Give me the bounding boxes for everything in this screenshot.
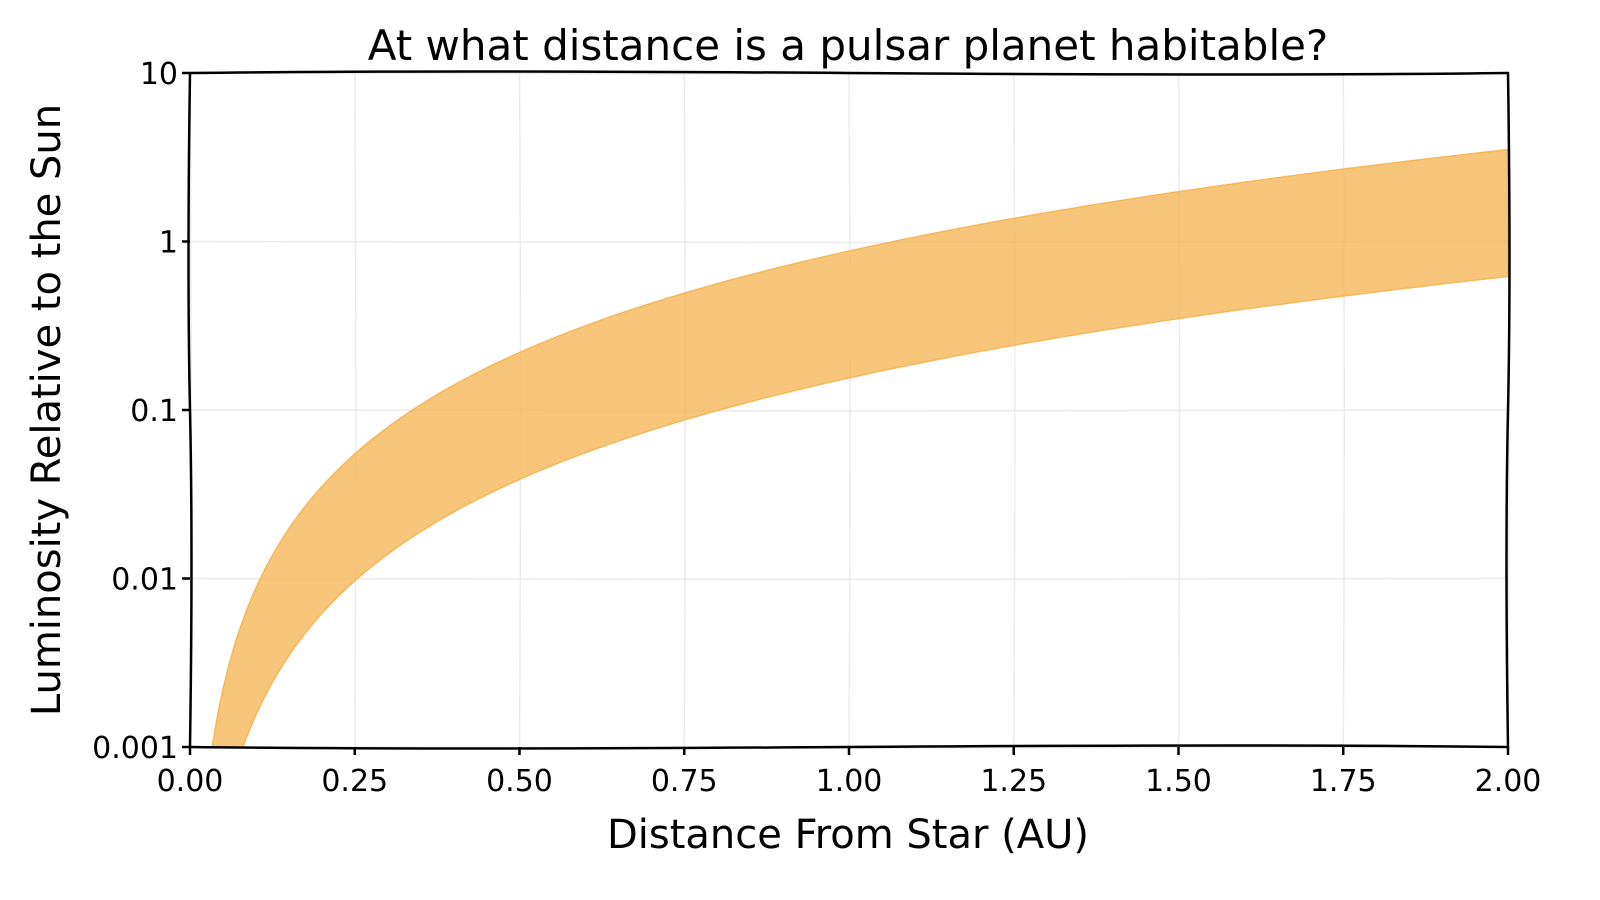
y-axis-ticks: 0.001 0.01 0.1 1 10 — [92, 57, 190, 766]
x-tick-label-1: 0.25 — [321, 764, 388, 799]
frame-top — [188, 70, 1510, 76]
x-tick-label-6: 1.50 — [1145, 764, 1212, 799]
x-axis-ticks: 0.00 0.25 0.50 0.75 1.00 1.25 1.50 1.75 2.00 — [157, 747, 1542, 799]
grid-line-y-1 — [189, 577, 1509, 581]
x-tick-label-7: 1.75 — [1310, 764, 1377, 799]
x-tick-label-4: 1.00 — [816, 764, 883, 799]
x-tick-label-2: 0.50 — [486, 764, 553, 799]
x-tick-label-3: 0.75 — [651, 764, 718, 799]
habitable-band-layer — [211, 148, 1509, 748]
frame-right — [1505, 71, 1511, 749]
x-tick-label-5: 1.25 — [980, 764, 1047, 799]
habitable-band-0 — [211, 148, 1509, 748]
y-tick-label-4: 10 — [140, 57, 178, 92]
y-tick-label-1: 0.01 — [111, 563, 178, 598]
grid-line-x-4 — [848, 72, 851, 748]
y-tick-label-3: 1 — [159, 226, 178, 261]
y-tick-label-2: 0.1 — [130, 394, 178, 429]
chart-title: At what distance is a pulsar planet habi… — [368, 21, 1329, 70]
y-axis-label: Luminosity Relative to the Sun — [24, 104, 70, 716]
y-tick-label-0: 0.001 — [92, 731, 178, 766]
grid-line-y-2 — [189, 409, 1509, 412]
x-tick-label-0: 0.00 — [157, 764, 224, 799]
x-tick-label-8: 2.00 — [1475, 764, 1542, 799]
x-axis-label: Distance From Star (AU) — [607, 812, 1089, 858]
